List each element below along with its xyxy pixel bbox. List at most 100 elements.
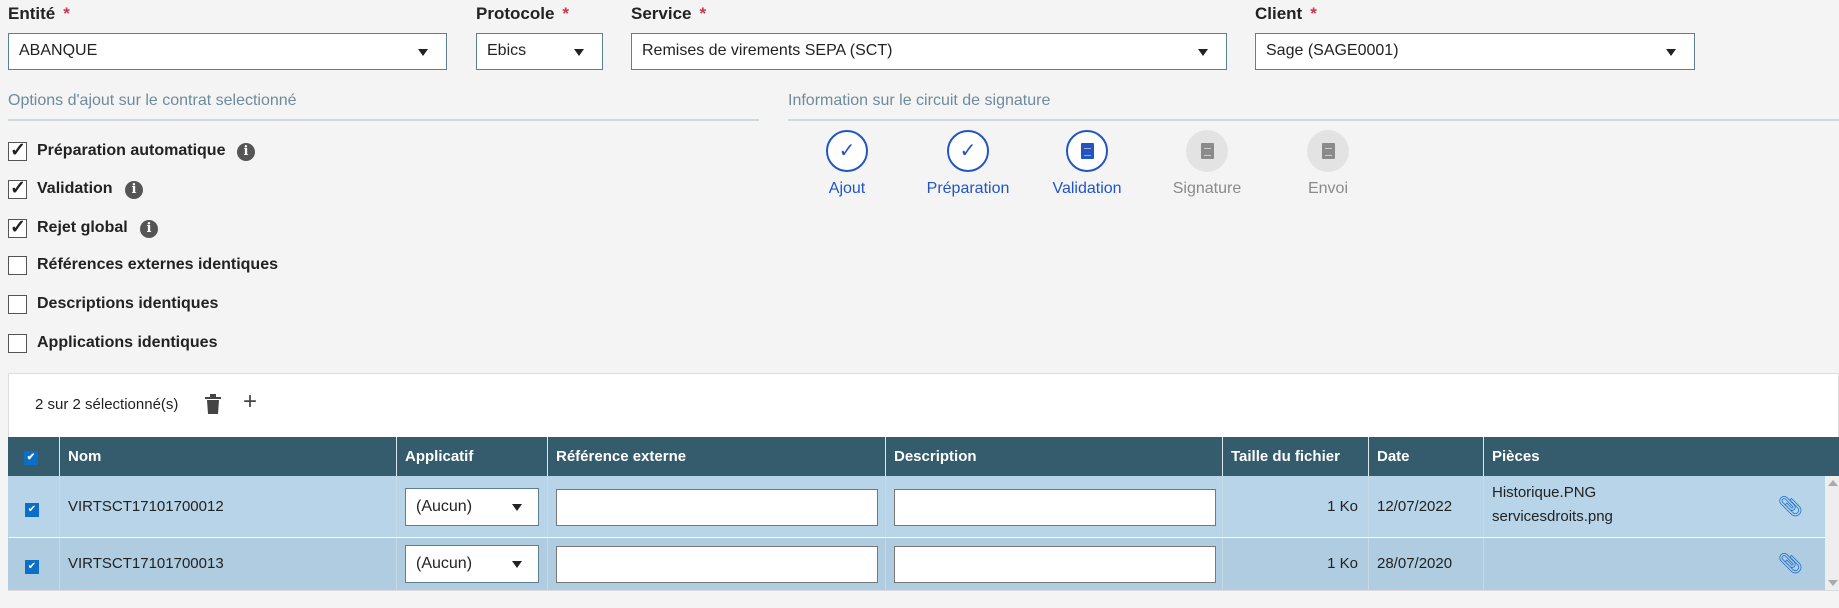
entite-label: Entité * <box>8 4 70 24</box>
column-header[interactable]: Applicatif <box>396 437 547 476</box>
reference-input[interactable] <box>556 546 878 583</box>
row-checkbox[interactable]: ✔ <box>25 503 39 517</box>
entite-value: ABANQUE <box>19 42 98 59</box>
chevron-down-icon <box>574 49 584 56</box>
chevron-down-icon <box>1198 49 1208 56</box>
option-label: Applications identiques <box>37 334 218 351</box>
option-label: Rejet global <box>37 219 128 236</box>
option-checkbox[interactable] <box>8 334 27 353</box>
column-header[interactable]: Date <box>1368 437 1483 476</box>
option-checkbox[interactable] <box>8 256 27 275</box>
protocole-value: Ebics <box>487 42 527 59</box>
step-circle: ✓ <box>947 130 989 172</box>
chevron-down-icon <box>512 561 522 568</box>
info-icon[interactable]: i <box>237 143 255 161</box>
step-validation: Validation <box>1027 130 1147 198</box>
step-label: Préparation <box>926 180 1010 197</box>
client-label: Client * <box>1255 4 1317 24</box>
option-checkbox[interactable] <box>8 139 27 162</box>
circuit-title: Information sur le circuit de signature <box>788 92 1051 109</box>
client-label-text: Client <box>1255 4 1303 23</box>
add-icon[interactable]: + <box>243 388 258 415</box>
chevron-down-icon <box>418 49 428 56</box>
info-icon[interactable]: i <box>140 220 158 238</box>
attachment-name[interactable]: Historique.PNG <box>1492 484 1597 501</box>
file-date: 28/07/2020 <box>1377 555 1453 572</box>
info-icon[interactable]: i <box>125 181 143 199</box>
select-all-checkbox[interactable]: ✔ <box>24 451 38 465</box>
file-size: 1 Ko <box>1327 498 1358 515</box>
circuit-divider <box>788 119 1839 121</box>
scroll-up-icon[interactable] <box>1828 480 1838 486</box>
service-value: Remises de virements SEPA (SCT) <box>642 42 893 59</box>
applicatif-select[interactable]: (Aucun) <box>405 488 539 526</box>
scrollbar[interactable] <box>1825 476 1839 590</box>
service-label-text: Service <box>631 4 692 23</box>
file-size: 1 Ko <box>1327 555 1358 572</box>
option-label: Validation <box>37 180 113 197</box>
required-mark: * <box>562 4 570 23</box>
attachment-name[interactable]: servicesdroits.png <box>1492 508 1613 525</box>
required-mark: * <box>63 4 70 23</box>
step-label: Envoi <box>1307 180 1349 197</box>
check-icon: ✓ <box>959 140 977 162</box>
option-checkbox[interactable] <box>8 216 27 239</box>
table-row[interactable]: ✔ VIRTSCT17101700012 (Aucun) 1 Ko 12/07/… <box>8 476 1825 537</box>
row-checkbox[interactable]: ✔ <box>25 560 39 574</box>
description-input[interactable] <box>894 546 1216 583</box>
step-label: Validation <box>1052 180 1122 197</box>
protocole-select[interactable]: Ebics <box>476 33 603 70</box>
step-circle <box>1066 130 1108 172</box>
document-icon <box>1201 143 1214 159</box>
entite-select[interactable]: ABANQUE <box>8 33 447 70</box>
options-title: Options d'ajout sur le contrat selection… <box>8 92 297 109</box>
client-value: Sage (SAGE0001) <box>1266 42 1399 59</box>
file-name: VIRTSCT17101700013 <box>68 555 224 572</box>
column-header[interactable]: Pièces <box>1483 437 1825 476</box>
step-label: Ajout <box>828 180 866 197</box>
paperclip-icon[interactable]: 📎︎ <box>1777 496 1803 518</box>
protocole-label-text: Protocole <box>476 4 555 23</box>
option-label: Descriptions identiques <box>37 295 219 312</box>
select-all-cell: ✔ <box>8 437 59 476</box>
option-label: Préparation automatique <box>37 142 226 159</box>
chevron-down-icon <box>512 504 522 511</box>
column-header[interactable]: Nom <box>59 437 396 476</box>
reference-input[interactable] <box>556 489 878 526</box>
scroll-down-icon[interactable] <box>1828 580 1838 586</box>
required-mark: * <box>1310 4 1317 23</box>
step-circle <box>1307 130 1349 172</box>
applicatif-value: (Aucun) <box>416 498 473 515</box>
check-icon: ✓ <box>838 140 856 162</box>
document-icon <box>1081 143 1094 159</box>
file-name: VIRTSCT17101700012 <box>68 498 224 515</box>
step-ajout: ✓ Ajout <box>787 130 907 198</box>
document-icon <box>1322 143 1335 159</box>
option-checkbox[interactable] <box>8 295 27 314</box>
step-label: Signature <box>1172 180 1242 197</box>
column-header[interactable]: Référence externe <box>547 437 885 476</box>
step-préparation: ✓ Préparation <box>908 130 1028 198</box>
table-row[interactable]: ✔ VIRTSCT17101700013 (Aucun) 1 Ko 28/07/… <box>8 538 1825 590</box>
protocole-label: Protocole * <box>476 4 569 24</box>
applicatif-value: (Aucun) <box>416 555 473 572</box>
service-label: Service * <box>631 4 706 24</box>
applicatif-select[interactable]: (Aucun) <box>405 545 539 583</box>
client-select[interactable]: Sage (SAGE0001) <box>1255 33 1695 70</box>
step-signature: Signature <box>1147 130 1267 198</box>
trash-icon[interactable] <box>205 394 221 414</box>
option-checkbox[interactable] <box>8 177 27 200</box>
options-divider <box>8 119 759 121</box>
column-header[interactable]: Taille du fichier <box>1222 437 1368 476</box>
step-circle <box>1186 130 1228 172</box>
option-label: Références externes identiques <box>37 256 278 273</box>
paperclip-icon[interactable]: 📎︎ <box>1777 553 1803 575</box>
table-header: ✔ Nom Applicatif Référence externe Descript… <box>8 437 1839 476</box>
service-select[interactable]: Remises de virements SEPA (SCT) <box>631 33 1227 70</box>
description-input[interactable] <box>894 489 1216 526</box>
step-envoi: Envoi <box>1268 130 1388 198</box>
step-circle: ✓ <box>826 130 868 172</box>
entite-label-text: Entité <box>8 4 56 23</box>
column-header[interactable]: Description <box>885 437 1222 476</box>
required-mark: * <box>699 4 707 23</box>
